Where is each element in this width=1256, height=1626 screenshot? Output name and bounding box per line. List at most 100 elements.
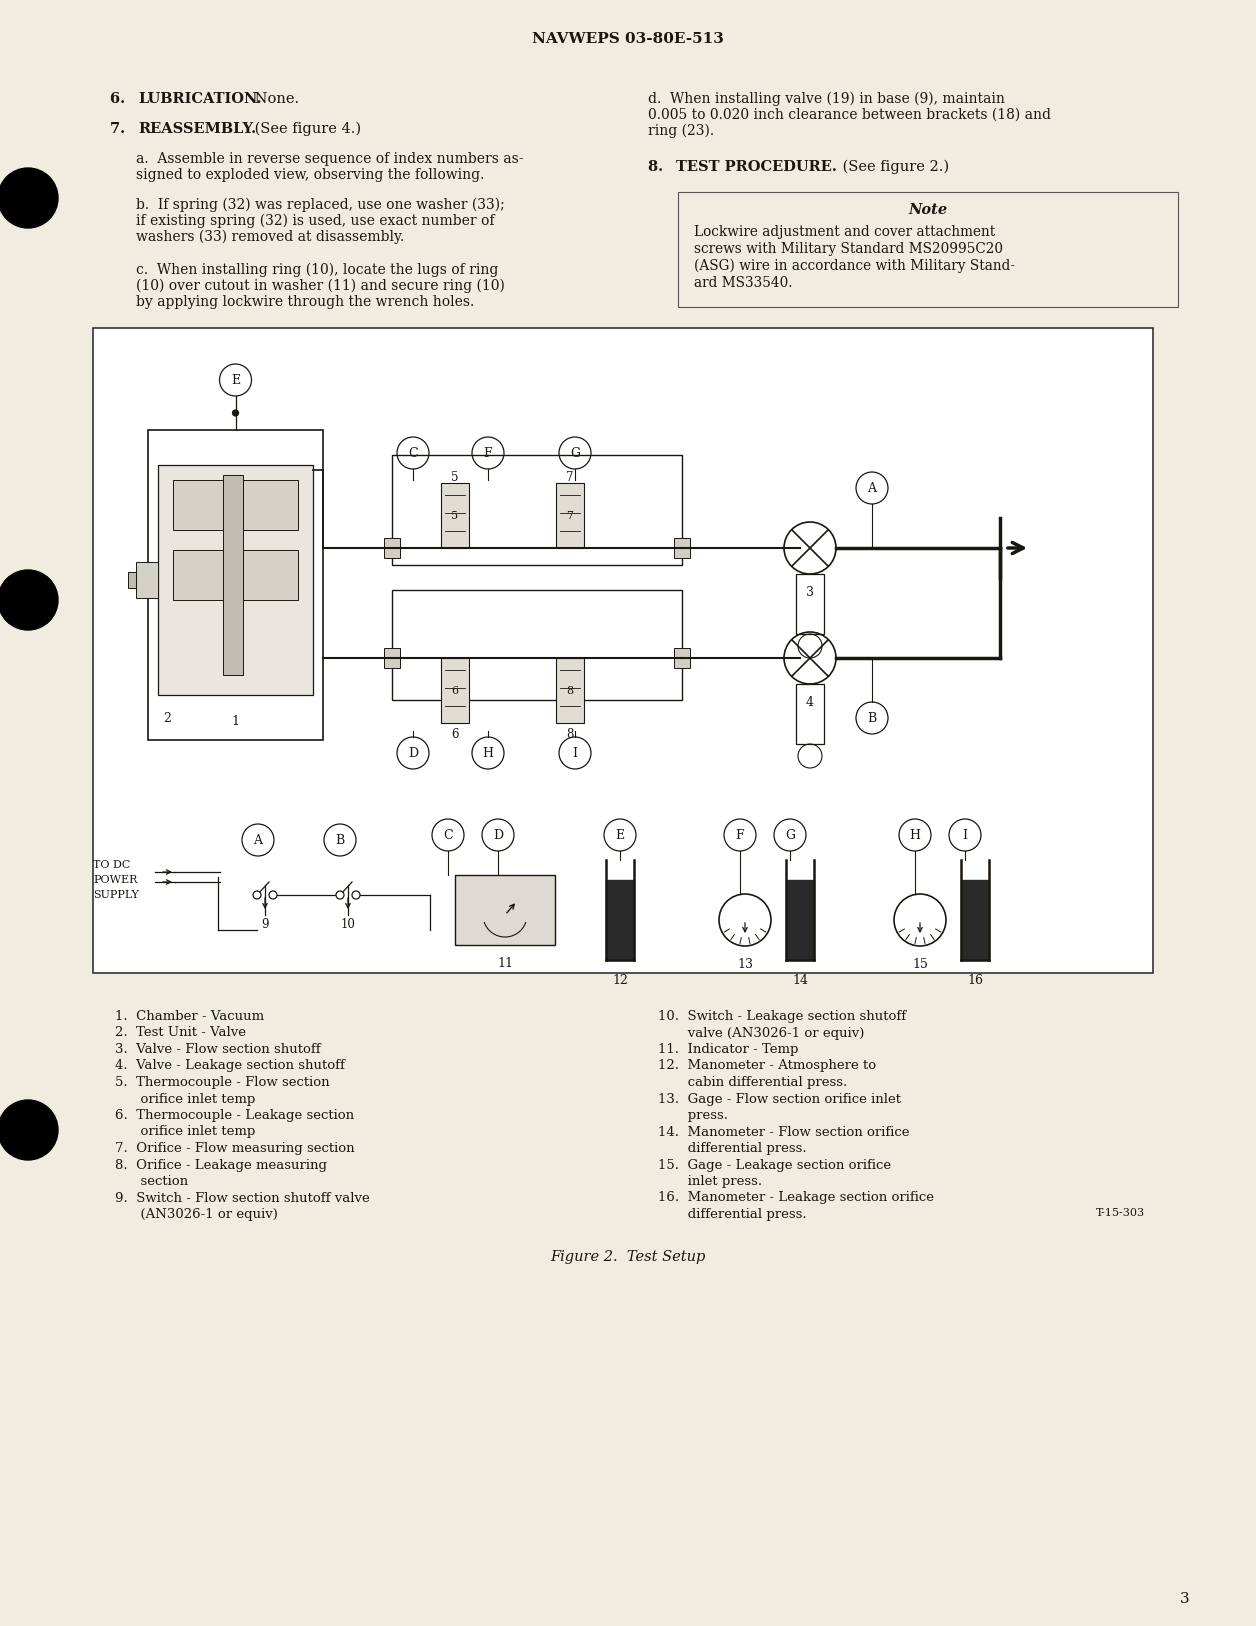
Text: (See figure 2.): (See figure 2.) — [838, 159, 950, 174]
Text: 14.  Manometer - Flow section orifice: 14. Manometer - Flow section orifice — [658, 1125, 909, 1138]
Text: signed to exploded view, observing the following.: signed to exploded view, observing the f… — [136, 167, 485, 182]
Text: c.  When installing ring (10), locate the lugs of ring: c. When installing ring (10), locate the… — [136, 263, 499, 278]
Text: ring (23).: ring (23). — [648, 124, 715, 138]
Text: 6: 6 — [451, 686, 458, 696]
Text: D: D — [408, 746, 418, 759]
Bar — [441, 483, 468, 548]
Circle shape — [252, 891, 261, 899]
Text: TO DC: TO DC — [93, 860, 131, 870]
Bar — [796, 574, 824, 634]
Circle shape — [232, 410, 239, 416]
Text: 8: 8 — [566, 728, 574, 741]
Text: NAVWEPS 03-80E-513: NAVWEPS 03-80E-513 — [533, 33, 723, 46]
Text: differential press.: differential press. — [658, 1208, 806, 1221]
Bar — [158, 465, 313, 694]
Text: 5: 5 — [451, 511, 458, 520]
Text: 2: 2 — [163, 712, 171, 725]
Text: I: I — [962, 829, 967, 842]
Text: Lockwire adjustment and cover attachment: Lockwire adjustment and cover attachment — [695, 224, 995, 239]
Text: 11: 11 — [497, 958, 512, 971]
Text: 4: 4 — [806, 696, 814, 709]
Text: G: G — [570, 447, 580, 460]
Bar — [384, 649, 399, 668]
Text: washers (33) removed at disassembly.: washers (33) removed at disassembly. — [136, 229, 404, 244]
Text: 2.  Test Unit - Valve: 2. Test Unit - Valve — [116, 1026, 246, 1039]
Text: orifice inlet temp: orifice inlet temp — [116, 1125, 255, 1138]
Text: 7: 7 — [566, 511, 574, 520]
Text: 16.  Manometer - Leakage section orifice: 16. Manometer - Leakage section orifice — [658, 1192, 934, 1205]
Text: B: B — [868, 712, 877, 725]
Bar — [796, 685, 824, 745]
Bar — [148, 429, 323, 740]
Text: LUBRICATION.: LUBRICATION. — [138, 93, 261, 106]
Text: by applying lockwire through the wrench holes.: by applying lockwire through the wrench … — [136, 294, 475, 309]
Text: 3: 3 — [806, 585, 814, 598]
Text: b.  If spring (32) was replaced, use one washer (33);: b. If spring (32) was replaced, use one … — [136, 198, 505, 213]
Text: screws with Military Standard MS20995C20: screws with Military Standard MS20995C20 — [695, 242, 1004, 255]
Text: 9.  Switch - Flow section shutoff valve: 9. Switch - Flow section shutoff valve — [116, 1192, 369, 1205]
Text: 3.  Valve - Flow section shutoff: 3. Valve - Flow section shutoff — [116, 1042, 320, 1055]
Text: 1.  Chamber - Vacuum: 1. Chamber - Vacuum — [116, 1010, 264, 1023]
Circle shape — [0, 571, 58, 629]
Text: if existing spring (32) is used, use exact number of: if existing spring (32) is used, use exa… — [136, 215, 495, 228]
Text: SUPPLY: SUPPLY — [93, 889, 139, 901]
Bar — [128, 572, 136, 589]
Circle shape — [0, 167, 58, 228]
Text: C: C — [443, 829, 453, 842]
Text: 14: 14 — [793, 974, 808, 987]
Text: (See figure 4.): (See figure 4.) — [250, 122, 362, 137]
Text: F: F — [736, 829, 745, 842]
Bar — [242, 480, 298, 530]
Text: 15: 15 — [912, 958, 928, 971]
Text: ard MS33540.: ard MS33540. — [695, 276, 793, 289]
Text: E: E — [231, 374, 240, 387]
Text: POWER: POWER — [93, 875, 137, 885]
Text: cabin differential press.: cabin differential press. — [658, 1076, 848, 1089]
Text: I: I — [573, 746, 578, 759]
Text: 15.  Gage - Leakage section orifice: 15. Gage - Leakage section orifice — [658, 1158, 891, 1171]
Text: 1: 1 — [231, 715, 240, 728]
Text: section: section — [116, 1176, 188, 1189]
Polygon shape — [605, 880, 634, 959]
Bar — [136, 563, 158, 598]
Text: Note: Note — [908, 203, 947, 216]
Bar — [674, 649, 690, 668]
Text: 11.  Indicator - Temp: 11. Indicator - Temp — [658, 1042, 799, 1055]
Bar — [93, 328, 1153, 972]
Text: T-15-303: T-15-303 — [1096, 1208, 1145, 1218]
Text: inlet press.: inlet press. — [658, 1176, 762, 1189]
Text: 8.: 8. — [648, 159, 673, 174]
Text: valve (AN3026-1 or equiv): valve (AN3026-1 or equiv) — [658, 1026, 864, 1039]
Text: orifice inlet temp: orifice inlet temp — [116, 1093, 255, 1106]
Text: E: E — [615, 829, 624, 842]
Bar — [173, 550, 234, 600]
Text: (10) over cutout in washer (11) and secure ring (10): (10) over cutout in washer (11) and secu… — [136, 280, 505, 293]
Text: 5: 5 — [451, 472, 458, 485]
Text: B: B — [335, 834, 344, 847]
Text: A: A — [254, 834, 263, 847]
Text: 8.  Orifice - Leakage measuring: 8. Orifice - Leakage measuring — [116, 1158, 327, 1171]
Bar — [224, 475, 242, 675]
Polygon shape — [786, 880, 814, 959]
Polygon shape — [961, 880, 988, 959]
Text: None.: None. — [250, 93, 299, 106]
Text: C: C — [408, 447, 418, 460]
Text: differential press.: differential press. — [658, 1141, 806, 1154]
Text: 6: 6 — [451, 728, 458, 741]
Bar — [242, 550, 298, 600]
Text: d.  When installing valve (19) in base (9), maintain: d. When installing valve (19) in base (9… — [648, 93, 1005, 106]
Text: 9: 9 — [261, 919, 269, 932]
Circle shape — [352, 891, 360, 899]
Bar — [173, 480, 234, 530]
Text: F: F — [484, 447, 492, 460]
Text: 7.  Orifice - Flow measuring section: 7. Orifice - Flow measuring section — [116, 1141, 354, 1154]
Bar — [392, 455, 682, 564]
Bar — [384, 538, 399, 558]
Text: H: H — [909, 829, 921, 842]
Text: 13: 13 — [737, 958, 754, 971]
Text: 10.  Switch - Leakage section shutoff: 10. Switch - Leakage section shutoff — [658, 1010, 906, 1023]
Bar — [678, 192, 1178, 307]
Text: 3: 3 — [1181, 1592, 1189, 1606]
Text: 6.  Thermocouple - Leakage section: 6. Thermocouple - Leakage section — [116, 1109, 354, 1122]
Circle shape — [337, 891, 344, 899]
